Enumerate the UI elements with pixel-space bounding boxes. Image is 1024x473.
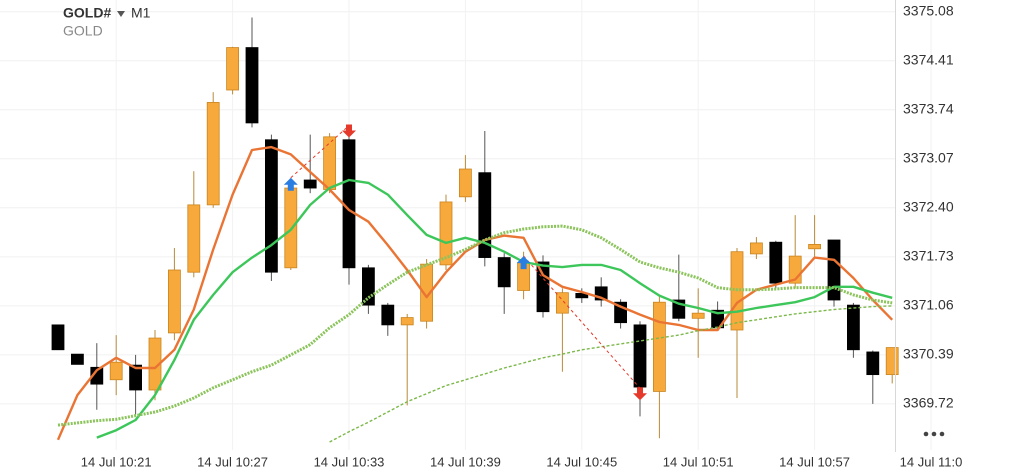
y-tick-label: 3374.41 <box>903 51 954 67</box>
candle-body <box>497 257 511 288</box>
candle-body <box>769 241 783 284</box>
candle-body <box>245 47 259 124</box>
plot <box>51 17 899 443</box>
candle-body <box>866 351 880 376</box>
candle-body <box>458 168 472 198</box>
x-tick-label: 14 Jul 10:51 <box>663 454 734 469</box>
y-tick-label: 3371.73 <box>903 248 954 264</box>
candle-body <box>381 304 395 326</box>
candle-body <box>575 293 589 299</box>
x-tick-label: 14 Jul 10:33 <box>314 454 385 469</box>
x-tick-label: 14 Jul 10:21 <box>81 454 152 469</box>
y-tick-label: 3375.08 <box>903 2 954 18</box>
dot <box>939 431 945 437</box>
candle-body <box>342 139 356 269</box>
y-tick-label: 3372.40 <box>903 199 954 215</box>
y-tick-label: 3371.06 <box>903 297 954 313</box>
candle-body <box>109 361 123 381</box>
x-tick-label: 14 Jul 10:39 <box>430 454 501 469</box>
moving-average <box>57 224 893 427</box>
timeframe[interactable]: M1 <box>131 5 151 21</box>
candle-body <box>71 353 84 365</box>
x-tick-label: 14 Jul 10:57 <box>779 454 850 469</box>
candle-body <box>633 324 647 388</box>
x-tick-label: 14 Jul 10:27 <box>197 454 268 469</box>
candle-body <box>556 292 569 314</box>
candle-body <box>264 139 278 273</box>
candle-body <box>361 267 375 306</box>
buy-arrow <box>516 256 531 270</box>
sell-arrow <box>342 124 356 138</box>
candle-body <box>653 301 666 392</box>
y-tick-label: 3369.72 <box>903 395 954 411</box>
candle-body <box>90 366 104 385</box>
candle-body <box>885 347 899 376</box>
candle-body <box>847 304 860 351</box>
description: GOLD <box>63 23 103 39</box>
candle-body <box>750 242 763 255</box>
y-tick-label: 3373.74 <box>903 100 954 116</box>
dot <box>923 431 929 437</box>
y-tick-label: 3373.07 <box>903 149 954 165</box>
candle-body <box>167 269 181 334</box>
candle-body <box>187 204 201 273</box>
dot <box>931 431 937 437</box>
candle-body <box>691 312 705 319</box>
x-tick-label: 14 Jul 11:0 <box>900 454 963 469</box>
moving-average <box>96 178 893 439</box>
candle-body <box>303 179 317 189</box>
candle-body <box>827 239 841 301</box>
more-button[interactable] <box>923 431 945 437</box>
candle-body <box>439 201 453 266</box>
trade-link <box>290 125 350 179</box>
candle-body <box>206 102 220 206</box>
x-tick-label: 14 Jul 10:45 <box>546 454 617 469</box>
candle-body <box>323 136 337 190</box>
candle-body <box>808 243 821 250</box>
dropdown-icon[interactable] <box>117 11 125 17</box>
candle-body <box>400 317 414 326</box>
candle-body <box>129 364 143 391</box>
candle-body <box>226 47 240 91</box>
candle-body <box>148 337 162 391</box>
buy-arrow <box>283 177 298 191</box>
candle-body <box>478 172 492 258</box>
trade-link <box>523 255 641 389</box>
candle-body <box>51 324 65 351</box>
symbol: GOLD# <box>63 5 111 21</box>
y-tick-label: 3370.39 <box>903 346 954 362</box>
sell-arrow <box>633 387 647 401</box>
